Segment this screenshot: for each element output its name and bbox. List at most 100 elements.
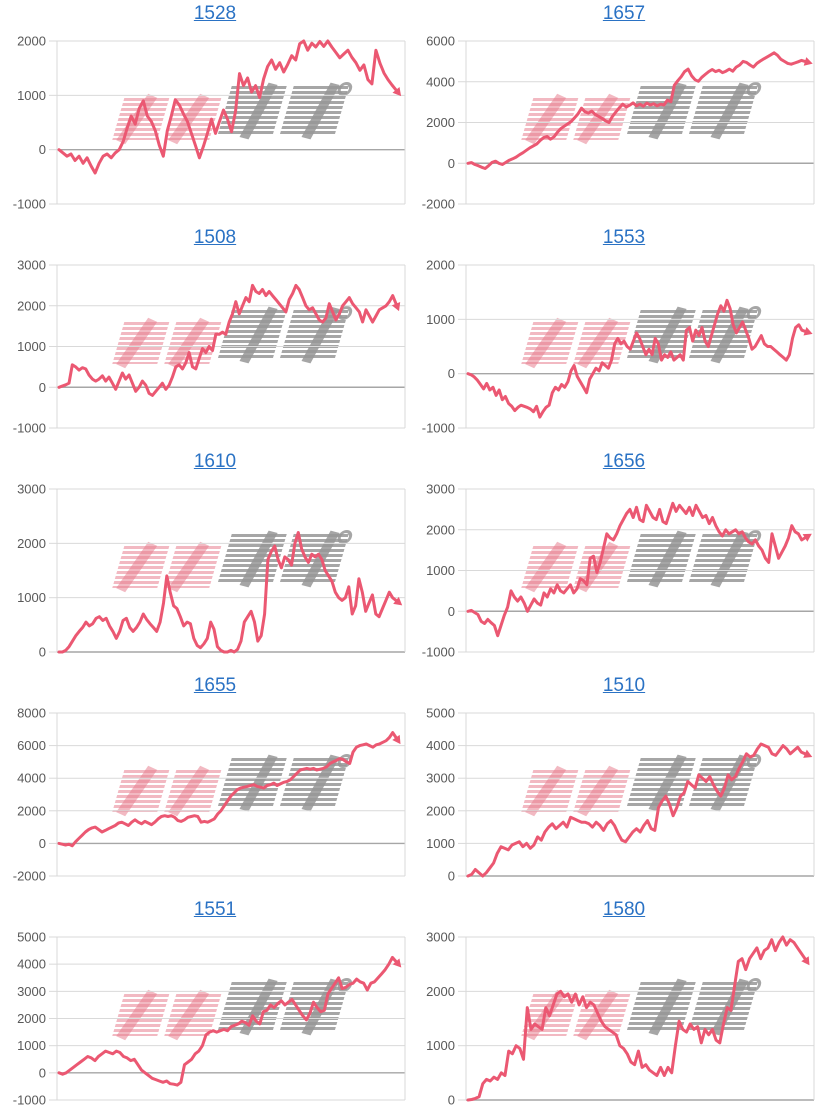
- chart-card: 1528 2000 1000 0 -1000: [0, 0, 409, 224]
- chart-card: 1580 3000 2000 1000 0: [409, 896, 818, 1120]
- y-tick-label: 2000: [426, 984, 455, 999]
- line-chart: 6000 4000 2000 0 -2000: [422, 34, 815, 212]
- series-line: [466, 742, 807, 878]
- series-arrow-tip: [802, 533, 812, 542]
- y-tick-label: 2000: [17, 34, 46, 49]
- y-tick-label: 1000: [17, 339, 46, 354]
- y-tick-label: -1000: [422, 421, 455, 436]
- y-tick-label: 2000: [17, 298, 46, 313]
- y-tick-label: -1000: [13, 1093, 46, 1108]
- y-tick-label: 0: [39, 1065, 46, 1080]
- y-tick-label: 3000: [17, 984, 46, 999]
- y-tick-label: 3000: [426, 771, 455, 786]
- line-chart: 2000 1000 0 -1000: [13, 34, 406, 212]
- y-tick-label: 5000: [426, 706, 455, 721]
- chart-card: 1657 6000 4000 2000 0 -2000: [409, 0, 818, 224]
- y-tick-label: 2000: [426, 115, 455, 130]
- y-tick-label: 1000: [426, 1038, 455, 1053]
- line-chart: 5000 4000 3000 2000 1000 0: [426, 706, 815, 884]
- y-tick-label: 1000: [426, 312, 455, 327]
- y-tick-label: 1000: [17, 88, 46, 103]
- series-line: [466, 501, 807, 638]
- chart-title-link[interactable]: 1656: [602, 451, 646, 472]
- chart-card: 1655 8000 6000 4000 2000 0 -2000: [0, 672, 409, 896]
- series-line: [57, 283, 398, 397]
- series-line: [57, 531, 398, 654]
- y-tick-label: 0: [448, 366, 455, 381]
- y-tick-label: -1000: [422, 645, 455, 660]
- chart-card: 1508 3000 2000 1000 0 -1000: [0, 224, 409, 448]
- y-tick-label: 5000: [17, 930, 46, 945]
- y-tick-label: 0: [39, 836, 46, 851]
- chart-title-link[interactable]: 1508: [193, 227, 237, 248]
- y-tick-label: 3000: [426, 930, 455, 945]
- chart-title-link[interactable]: 1551: [193, 899, 237, 920]
- line-chart: 5000 4000 3000 2000 1000 0 -1000: [13, 930, 406, 1108]
- y-tick-label: 1000: [426, 563, 455, 578]
- y-tick-label: 3000: [17, 482, 46, 497]
- series-line: [466, 51, 807, 170]
- y-tick-label: 2000: [17, 1011, 46, 1026]
- y-tick-label: -2000: [422, 197, 455, 212]
- series-arrow-tip: [803, 749, 813, 758]
- y-tick-label: -1000: [13, 421, 46, 436]
- y-tick-label: 8000: [17, 706, 46, 721]
- chart-card: 1510 5000 4000 3000 2000 1000 0: [409, 672, 818, 896]
- series-arrow-tip: [803, 57, 813, 66]
- y-tick-label: 4000: [426, 738, 455, 753]
- y-tick-label: 0: [448, 156, 455, 171]
- line-chart: 3000 2000 1000 0 -1000: [422, 482, 815, 660]
- line-chart: 2000 1000 0 -1000: [422, 258, 815, 436]
- y-tick-label: 1000: [17, 590, 46, 605]
- y-tick-label: 0: [448, 869, 455, 884]
- y-tick-label: 1000: [426, 836, 455, 851]
- series-line: [57, 39, 398, 175]
- y-tick-label: 6000: [426, 34, 455, 49]
- y-tick-label: 4000: [17, 957, 46, 972]
- series-arrow-tip: [392, 87, 402, 97]
- y-tick-label: 4000: [17, 771, 46, 786]
- y-tick-label: 2000: [17, 536, 46, 551]
- y-tick-label: 0: [448, 604, 455, 619]
- chart-title-link[interactable]: 1528: [193, 3, 237, 24]
- series-arrow-tip: [391, 302, 401, 312]
- chart-card: 1610 3000 2000 1000 0: [0, 448, 409, 672]
- chart-card: 1553 2000 1000 0 -1000: [409, 224, 818, 448]
- chart-title-link[interactable]: 1553: [602, 227, 646, 248]
- y-tick-label: 3000: [17, 258, 46, 273]
- series-arrow-tip: [803, 327, 813, 336]
- y-tick-label: 0: [448, 1093, 455, 1108]
- y-tick-label: 2000: [426, 258, 455, 273]
- chart-title-link[interactable]: 1657: [602, 3, 646, 24]
- line-chart: 8000 6000 4000 2000 0 -2000: [13, 706, 406, 884]
- y-tick-label: 0: [39, 645, 46, 660]
- chart-title-link[interactable]: 1655: [193, 675, 237, 696]
- chart-card: 1551 5000 4000 3000 2000 1000 0 -1000: [0, 896, 409, 1120]
- line-chart: 3000 2000 1000 0: [426, 930, 815, 1108]
- line-chart: 3000 2000 1000 0: [17, 482, 406, 660]
- y-tick-label: 0: [39, 380, 46, 395]
- series-line: [57, 955, 398, 1087]
- series-arrow-tip: [392, 734, 401, 745]
- series-arrow-tip: [801, 956, 810, 966]
- series-line: [466, 298, 807, 419]
- y-tick-label: -2000: [13, 869, 46, 884]
- y-tick-label: -1000: [13, 197, 46, 212]
- y-tick-label: 1000: [17, 1038, 46, 1053]
- line-chart: 3000 2000 1000 0 -1000: [13, 258, 406, 436]
- chart-title-link[interactable]: 1610: [193, 451, 237, 472]
- series-arrow-tip: [393, 596, 403, 606]
- y-tick-label: 4000: [426, 74, 455, 89]
- y-tick-label: 2000: [426, 522, 455, 537]
- chart-title-link[interactable]: 1580: [602, 899, 646, 920]
- series-line: [466, 935, 807, 1102]
- y-tick-label: 2000: [426, 803, 455, 818]
- y-tick-label: 0: [39, 142, 46, 157]
- series-arrow-tip: [392, 958, 402, 968]
- y-tick-label: 6000: [17, 738, 46, 753]
- chart-card: 1656 3000 2000 1000 0 -1000: [409, 448, 818, 672]
- y-tick-label: 3000: [426, 482, 455, 497]
- series-line: [57, 731, 398, 848]
- chart-title-link[interactable]: 1510: [602, 675, 646, 696]
